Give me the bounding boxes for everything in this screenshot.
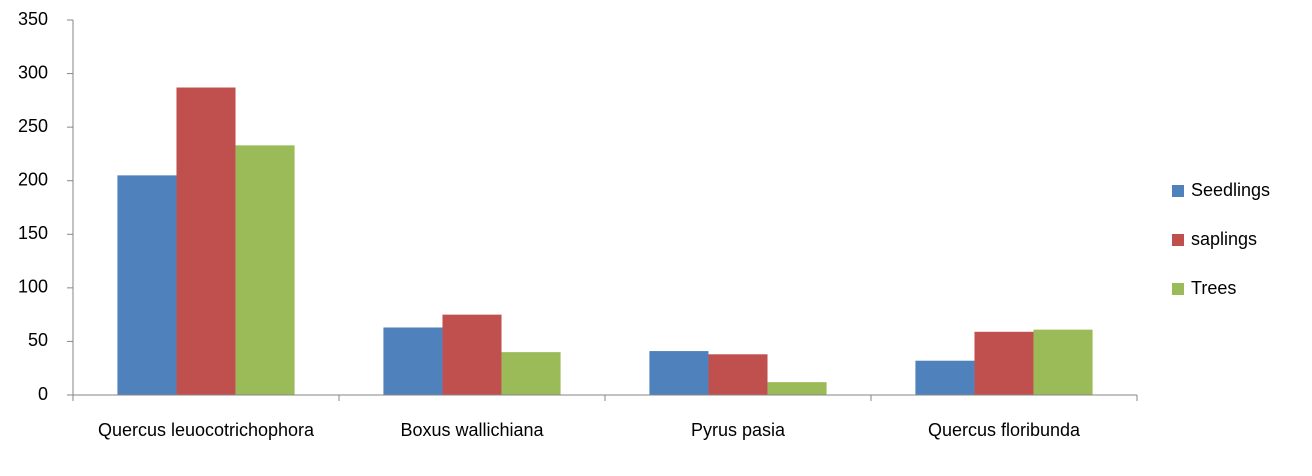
x-tick-label: Quercus floribunda	[928, 420, 1081, 440]
y-tick-label: 50	[28, 330, 48, 350]
x-tick-label: Pyrus pasia	[691, 420, 786, 440]
y-tick-label: 250	[18, 116, 48, 136]
bar	[501, 352, 561, 395]
y-tick-label: 150	[18, 223, 48, 243]
legend-label: Trees	[1191, 278, 1236, 298]
legend-label: Seedlings	[1191, 180, 1270, 200]
bar	[708, 354, 768, 395]
bar	[767, 382, 827, 395]
bar	[383, 327, 443, 395]
y-tick-label: 300	[18, 62, 48, 82]
y-tick-label: 100	[18, 277, 48, 297]
y-tick-label: 350	[18, 9, 48, 29]
bar	[974, 331, 1034, 395]
bar	[117, 175, 177, 395]
x-tick-label: Quercus leuocotrichophora	[98, 420, 315, 440]
legend-swatch	[1172, 185, 1184, 197]
bar	[442, 314, 502, 395]
bar	[1033, 329, 1093, 395]
bar	[915, 360, 975, 395]
y-tick-label: 200	[18, 169, 48, 189]
legend-swatch	[1172, 234, 1184, 246]
bar	[649, 351, 709, 395]
x-tick-label: Boxus wallichiana	[400, 420, 544, 440]
bar	[176, 87, 236, 395]
bar	[235, 145, 295, 395]
legend-label: saplings	[1191, 229, 1257, 249]
y-tick-label: 0	[38, 384, 48, 404]
legend-swatch	[1172, 283, 1184, 295]
